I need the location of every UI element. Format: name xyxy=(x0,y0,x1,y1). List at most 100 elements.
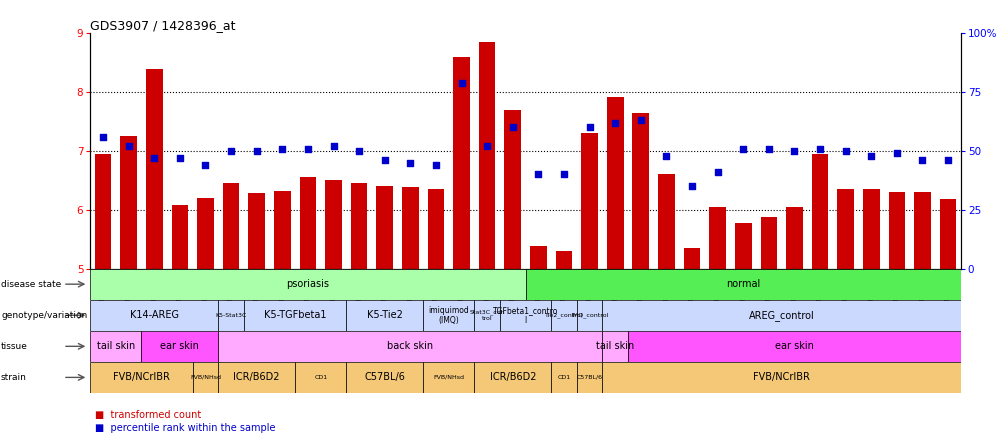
Point xyxy=(504,124,520,131)
Point xyxy=(683,183,699,190)
Point xyxy=(914,157,930,164)
Bar xyxy=(423,300,474,331)
Bar xyxy=(708,207,725,269)
Bar xyxy=(499,300,551,331)
Point xyxy=(888,150,904,157)
Bar xyxy=(551,300,576,331)
Text: K5-Stat3C: K5-Stat3C xyxy=(215,313,246,318)
Bar xyxy=(606,97,623,269)
Bar xyxy=(760,217,777,269)
Text: strain: strain xyxy=(1,373,27,382)
Bar xyxy=(274,191,291,269)
Point xyxy=(734,145,750,152)
Bar xyxy=(376,186,393,269)
Bar xyxy=(222,183,239,269)
Bar xyxy=(474,300,499,331)
Text: ■  percentile rank within the sample: ■ percentile rank within the sample xyxy=(95,424,276,433)
Bar xyxy=(427,189,444,269)
Point xyxy=(837,147,853,155)
Bar xyxy=(325,180,342,269)
Point xyxy=(248,147,265,155)
Point xyxy=(377,157,393,164)
Bar xyxy=(529,246,546,269)
Text: K5-Tie2: K5-Tie2 xyxy=(367,310,402,320)
Bar xyxy=(90,331,141,362)
Text: K14-AREG: K14-AREG xyxy=(129,310,178,320)
Bar xyxy=(346,362,423,393)
Point xyxy=(812,145,828,152)
Bar xyxy=(243,300,346,331)
Point xyxy=(555,171,571,178)
Text: tail skin: tail skin xyxy=(595,341,633,351)
Point xyxy=(786,147,802,155)
Text: FVB/NHsd: FVB/NHsd xyxy=(433,375,464,380)
Bar xyxy=(786,207,802,269)
Bar xyxy=(120,136,137,269)
Text: psoriasis: psoriasis xyxy=(287,279,329,289)
Bar xyxy=(551,362,576,393)
Bar xyxy=(862,189,879,269)
Bar xyxy=(811,154,828,269)
Point xyxy=(171,155,187,162)
Text: genotype/variation: genotype/variation xyxy=(1,311,87,320)
Point xyxy=(428,162,444,169)
Text: ear skin: ear skin xyxy=(160,341,199,351)
Point xyxy=(939,157,955,164)
Bar xyxy=(90,269,525,300)
Text: K5-TGFbeta1: K5-TGFbeta1 xyxy=(264,310,326,320)
Bar xyxy=(218,362,295,393)
Bar xyxy=(402,187,418,269)
Point xyxy=(479,143,495,150)
Point xyxy=(708,169,724,176)
Point xyxy=(402,159,418,166)
Text: disease state: disease state xyxy=(1,280,61,289)
Bar xyxy=(602,362,960,393)
Text: ■  transformed count: ■ transformed count xyxy=(95,410,201,420)
Point xyxy=(530,171,546,178)
Bar xyxy=(657,174,674,269)
Text: C57BL/6: C57BL/6 xyxy=(576,375,602,380)
Text: back skin: back skin xyxy=(387,341,433,351)
Bar xyxy=(90,362,192,393)
Point xyxy=(351,147,367,155)
Text: normal: normal xyxy=(725,279,760,289)
Bar xyxy=(346,300,423,331)
Bar xyxy=(474,362,551,393)
Point xyxy=(632,117,648,124)
Text: IMQ_control: IMQ_control xyxy=(570,313,607,318)
Bar xyxy=(90,300,218,331)
Bar xyxy=(888,192,904,269)
Text: FVB/NHsd: FVB/NHsd xyxy=(189,375,220,380)
Bar xyxy=(171,205,188,269)
Text: Stat3C_con
trol: Stat3C_con trol xyxy=(469,310,504,321)
Text: GDS3907 / 1428396_at: GDS3907 / 1428396_at xyxy=(90,19,235,32)
Point xyxy=(453,79,469,86)
Text: ICR/B6D2: ICR/B6D2 xyxy=(489,373,535,382)
Bar xyxy=(300,178,316,269)
Point xyxy=(581,124,597,131)
Point xyxy=(863,152,879,159)
Bar xyxy=(218,300,243,331)
Bar xyxy=(453,57,469,269)
Bar xyxy=(197,198,213,269)
Bar xyxy=(627,331,960,362)
Text: CD1: CD1 xyxy=(557,375,570,380)
Bar xyxy=(423,362,474,393)
Text: TGFbeta1_contro
l: TGFbeta1_contro l xyxy=(492,306,558,325)
Bar xyxy=(504,110,521,269)
Bar xyxy=(913,192,930,269)
Bar xyxy=(555,251,572,269)
Bar xyxy=(576,362,602,393)
Bar xyxy=(478,42,495,269)
Point xyxy=(197,162,213,169)
Bar xyxy=(576,300,602,331)
Bar xyxy=(939,199,956,269)
Bar xyxy=(141,331,218,362)
Bar xyxy=(734,223,750,269)
Bar xyxy=(146,69,162,269)
Point xyxy=(326,143,342,150)
Point xyxy=(120,143,136,150)
Bar xyxy=(581,133,597,269)
Point xyxy=(274,145,290,152)
Bar xyxy=(525,269,960,300)
